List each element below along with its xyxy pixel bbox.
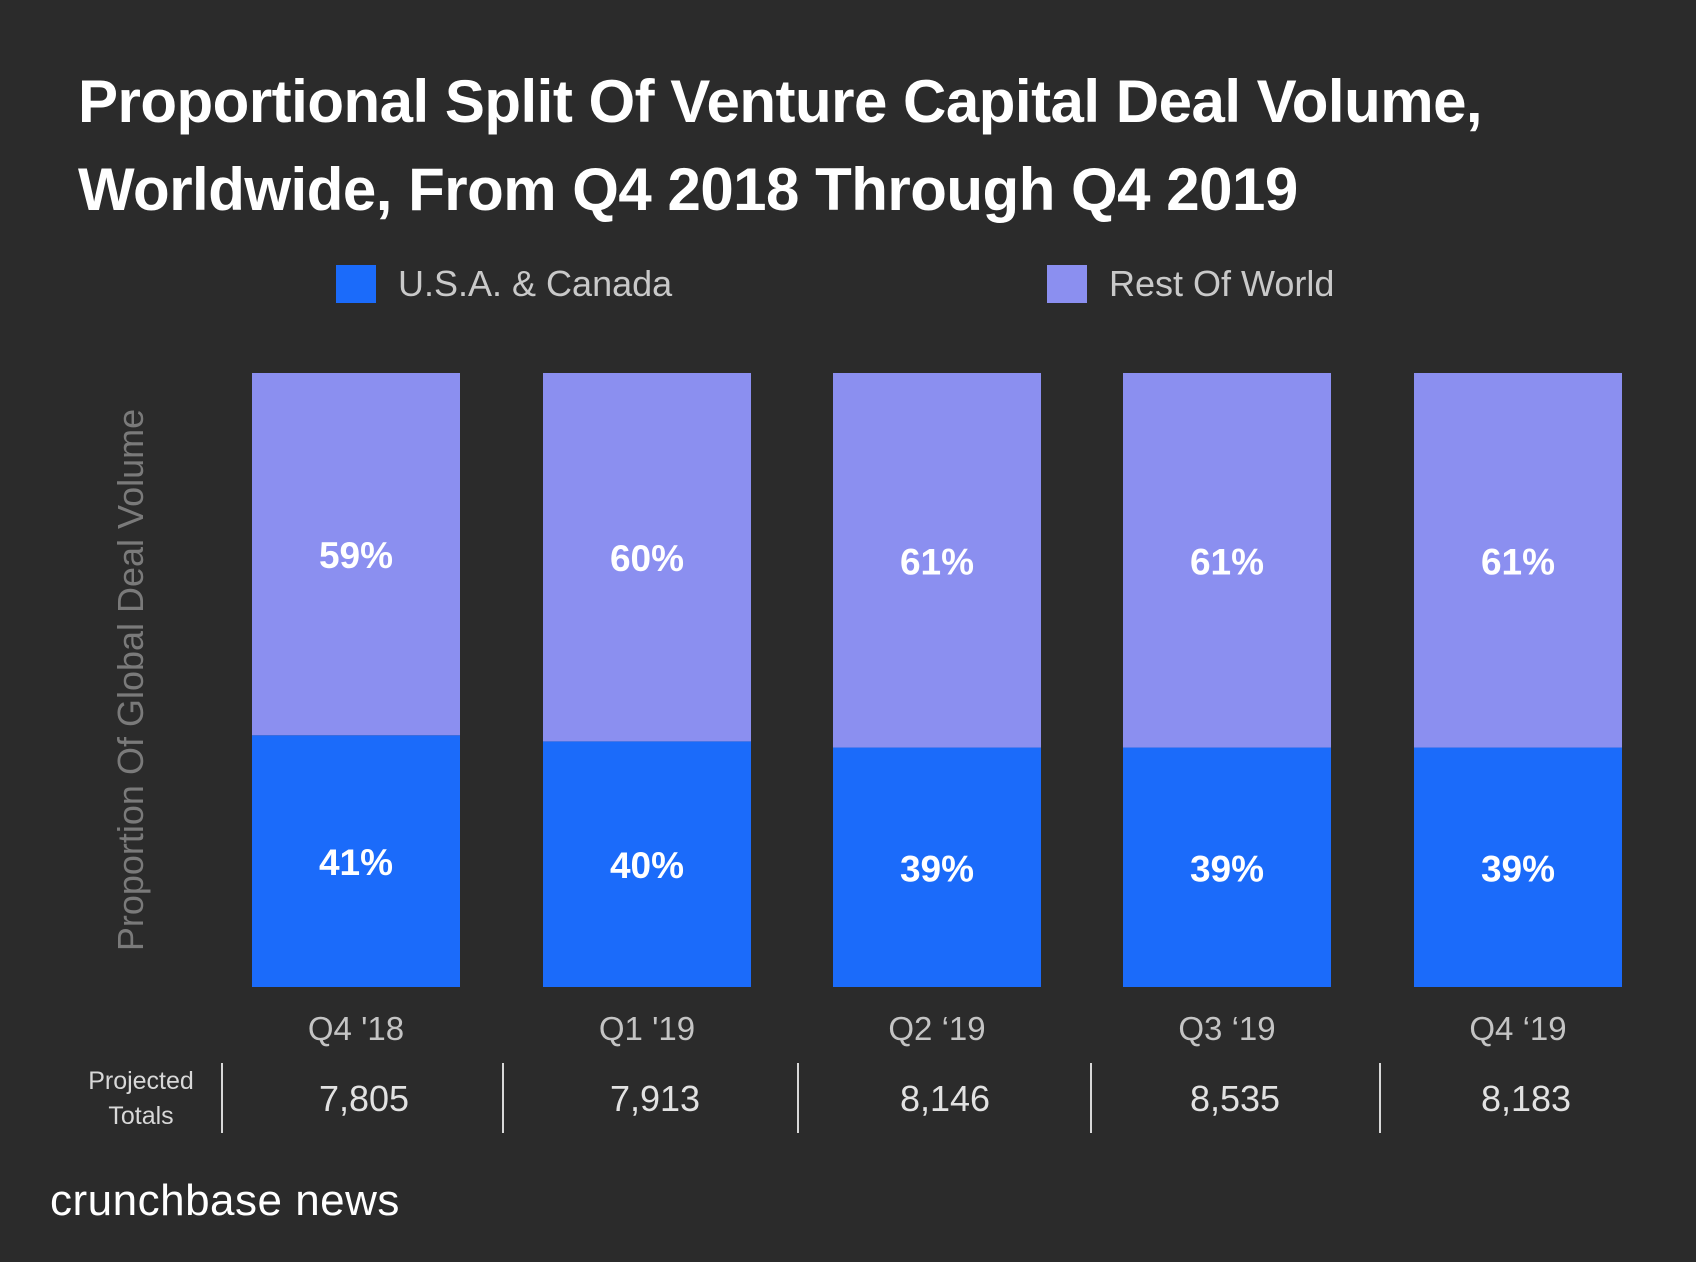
projected-total-value: 8,183 bbox=[1480, 1078, 1572, 1119]
projected-total-value: 7,913 bbox=[609, 1078, 701, 1119]
legend-label-usa-canada: U.S.A. & Canada bbox=[398, 263, 673, 304]
bar-segment-rest-of-world bbox=[833, 373, 1041, 748]
x-tick-label: Q2 ‘19 bbox=[888, 1010, 986, 1047]
data-label: 61% bbox=[1190, 541, 1264, 582]
table-separator bbox=[502, 1063, 504, 1133]
bar-segment-rest-of-world bbox=[543, 373, 751, 742]
data-label: 40% bbox=[610, 845, 684, 886]
projected-totals-label: Projected Totals bbox=[70, 1064, 212, 1134]
bar-segment-usa-canada bbox=[252, 735, 460, 987]
table-separator bbox=[797, 1063, 799, 1133]
data-label: 39% bbox=[1481, 848, 1555, 889]
projected-total-value: 7,805 bbox=[318, 1078, 410, 1119]
x-tick-label: Q3 ‘19 bbox=[1178, 1010, 1276, 1047]
chart-title-line-1: Proportional Split Of Venture Capital De… bbox=[78, 68, 1483, 135]
data-label: 59% bbox=[319, 535, 393, 576]
table-separator bbox=[221, 1063, 223, 1133]
bar-segment-rest-of-world bbox=[1123, 373, 1331, 748]
data-label: 39% bbox=[1190, 848, 1264, 889]
bar-segment-usa-canada bbox=[833, 747, 1041, 987]
chart-title-line-2: Worldwide, From Q4 2018 Through Q4 2019 bbox=[78, 156, 1298, 223]
bar-segment-usa-canada bbox=[1123, 747, 1331, 987]
brand-logo: crunchbase news bbox=[50, 1176, 400, 1225]
projected-totals-label-line-2: Totals bbox=[108, 1102, 174, 1130]
projected-total-value: 8,535 bbox=[1189, 1078, 1281, 1119]
chart-title: Proportional Split Of Venture Capital De… bbox=[78, 58, 1658, 234]
data-label: 41% bbox=[319, 842, 393, 883]
legend-label-rest-of-world: Rest Of World bbox=[1109, 263, 1335, 304]
table-separator bbox=[1379, 1063, 1381, 1133]
legend-item-rest-of-world: Rest Of World bbox=[1047, 265, 1334, 303]
legend-item-usa-canada: U.S.A. & Canada bbox=[336, 265, 672, 303]
bar-segment-usa-canada bbox=[1414, 747, 1622, 987]
x-tick-label: Q1 '19 bbox=[598, 1010, 696, 1047]
projected-total-value: 8,146 bbox=[899, 1078, 991, 1119]
x-tick-label: Q4 ‘19 bbox=[1469, 1010, 1567, 1047]
legend-swatch-usa-canada bbox=[336, 265, 376, 303]
data-label: 60% bbox=[610, 538, 684, 579]
legend-swatch-rest-of-world bbox=[1047, 265, 1087, 303]
bar-segment-rest-of-world bbox=[1414, 373, 1622, 748]
data-label: 61% bbox=[900, 541, 974, 582]
bar-segment-usa-canada bbox=[543, 741, 751, 987]
table-separator bbox=[1090, 1063, 1092, 1133]
data-label: 61% bbox=[1481, 541, 1555, 582]
x-tick-label: Q4 '18 bbox=[307, 1010, 405, 1047]
projected-totals-label-line-1: Projected bbox=[88, 1067, 194, 1095]
data-label: 39% bbox=[900, 848, 974, 889]
bar-segment-rest-of-world bbox=[252, 373, 460, 736]
